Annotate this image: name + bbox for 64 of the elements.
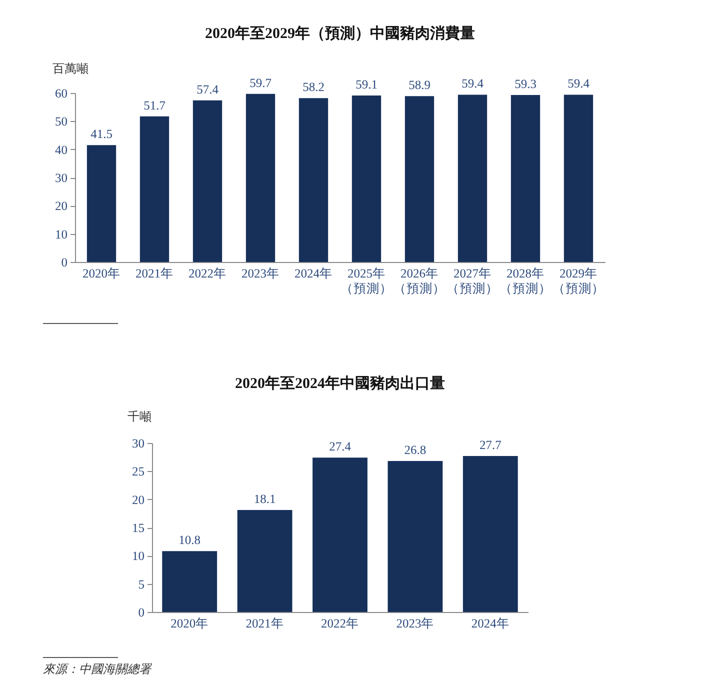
x-tick-label: 2023年 bbox=[242, 266, 280, 280]
x-tick-label: 2025年（預測） bbox=[340, 266, 392, 296]
text: 來源：中國海關總署 bbox=[43, 661, 151, 678]
x-tick-label: 2028年（預測） bbox=[500, 266, 552, 296]
data-label: 59.1 bbox=[356, 78, 378, 92]
data-label: 18.1 bbox=[254, 492, 276, 506]
y-tick-label: 30 bbox=[55, 171, 68, 185]
data-label: 59.7 bbox=[250, 76, 272, 90]
bar bbox=[352, 96, 382, 262]
bar bbox=[298, 98, 328, 262]
x-tick-label: 2024年 bbox=[294, 266, 332, 280]
y-tick-label: 10 bbox=[132, 549, 144, 564]
data-label: 59.4 bbox=[568, 76, 590, 91]
chart-title: 2020年至2029年（預測）中國豬肉消費量 bbox=[205, 25, 475, 42]
chart-title: 2020年至2024年中國豬肉出口量 bbox=[235, 375, 445, 392]
y-axis-title: 百萬噸 bbox=[52, 62, 88, 76]
y-tick-label: 60 bbox=[55, 86, 68, 100]
bar bbox=[192, 100, 222, 262]
x-tick-label: 2024年 bbox=[471, 616, 510, 630]
data-label: 26.8 bbox=[404, 443, 426, 458]
x-tick-label: 2022年 bbox=[188, 266, 226, 280]
data-label: 58.9 bbox=[408, 78, 430, 92]
y-tick-label: 40 bbox=[55, 142, 68, 157]
bar bbox=[404, 96, 434, 262]
y-tick-label: 20 bbox=[55, 199, 68, 214]
x-tick-label: 2021年 bbox=[136, 266, 174, 280]
x-tick-label: 2029年（預測） bbox=[552, 266, 604, 296]
data-label: 27.7 bbox=[479, 438, 502, 452]
y-tick-label: 25 bbox=[132, 464, 144, 479]
data-label: 27.4 bbox=[329, 440, 352, 454]
bar bbox=[246, 94, 276, 262]
y-tick-label: 10 bbox=[55, 227, 68, 242]
bar bbox=[86, 145, 116, 262]
data-label: 57.4 bbox=[196, 82, 220, 96]
bar bbox=[162, 551, 218, 612]
x-tick-label: 2023年 bbox=[396, 616, 434, 630]
bar bbox=[312, 458, 368, 612]
bar bbox=[564, 94, 594, 262]
bar bbox=[237, 510, 292, 612]
bar bbox=[388, 461, 443, 612]
data-label: 59.4 bbox=[462, 76, 484, 91]
data-label: 10.8 bbox=[178, 533, 201, 548]
bar bbox=[458, 94, 488, 262]
y-tick-label: 0 bbox=[138, 606, 144, 620]
data-label: 58.2 bbox=[302, 80, 324, 94]
bar bbox=[510, 94, 540, 262]
x-tick-label: 2020年 bbox=[82, 266, 120, 280]
data-label: 59.3 bbox=[514, 76, 536, 91]
x-tick-label: 2021年 bbox=[246, 616, 284, 630]
x-tick-label: 2026年（預測） bbox=[394, 266, 446, 296]
bar bbox=[462, 456, 518, 612]
x-tick-label: 2027年（預測） bbox=[446, 266, 498, 296]
y-tick-label: 0 bbox=[61, 256, 68, 270]
y-tick-label: 20 bbox=[132, 492, 144, 507]
y-tick-label: 5 bbox=[138, 577, 144, 592]
x-tick-label: 2020年 bbox=[170, 616, 209, 630]
data-label: 41.5 bbox=[90, 127, 112, 142]
data-label: 51.7 bbox=[144, 98, 166, 112]
y-axis-title: 千噸 bbox=[128, 410, 152, 424]
bar bbox=[140, 116, 170, 262]
x-tick-label: 2022年 bbox=[321, 616, 359, 630]
y-tick-label: 50 bbox=[55, 114, 68, 129]
y-tick-label: 15 bbox=[132, 521, 144, 535]
y-tick-label: 30 bbox=[132, 436, 144, 450]
